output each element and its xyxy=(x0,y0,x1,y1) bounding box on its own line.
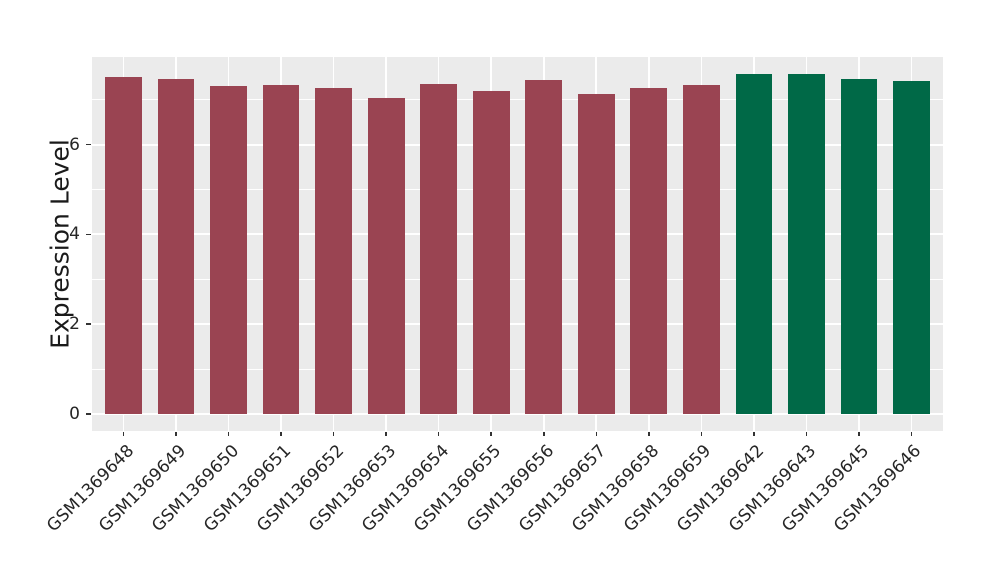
bar-GSM1369654 xyxy=(420,84,458,414)
bar-GSM1369649 xyxy=(157,78,195,414)
gridline-major xyxy=(92,412,943,415)
x-tick-mark xyxy=(437,432,440,436)
x-tick-mark xyxy=(122,432,125,436)
x-tick-mark xyxy=(858,432,860,436)
x-tick-mark xyxy=(490,432,492,436)
x-tick-mark xyxy=(385,432,387,436)
gridline-minor xyxy=(92,278,943,280)
x-tick-mark xyxy=(175,432,177,436)
x-tick-mark xyxy=(227,432,230,436)
bar-GSM1369643 xyxy=(788,74,825,414)
bar-GSM1369659 xyxy=(682,84,720,414)
bar-GSM1369653 xyxy=(367,98,405,414)
y-tick-mark xyxy=(86,233,91,236)
x-tick-mark xyxy=(280,432,282,436)
bar-GSM1369650 xyxy=(210,85,247,414)
x-tick-mark xyxy=(700,432,703,436)
y-tick-label: 4 xyxy=(69,224,80,245)
bar-GSM1369651 xyxy=(262,84,300,414)
y-tick-mark xyxy=(86,413,91,415)
bar-GSM1369657 xyxy=(577,94,615,414)
y-tick-label: 6 xyxy=(69,134,80,155)
bar-GSM1369646 xyxy=(893,81,930,414)
gridline-minor xyxy=(92,188,943,190)
x-tick-mark xyxy=(648,432,650,436)
bar-GSM1369658 xyxy=(630,87,668,414)
gridline-major xyxy=(92,233,943,236)
bar-GSM1369652 xyxy=(315,87,353,414)
bar-GSM1369648 xyxy=(105,77,142,414)
y-tick-label: 0 xyxy=(69,403,80,424)
bar-GSM1369655 xyxy=(472,91,510,414)
gridline-minor xyxy=(92,368,943,370)
y-tick-mark xyxy=(86,143,91,146)
gridline-major xyxy=(92,323,943,326)
y-tick-mark xyxy=(86,323,91,325)
x-tick-mark xyxy=(753,432,755,436)
x-tick-mark xyxy=(332,432,335,436)
gridline-major xyxy=(92,143,943,146)
x-tick-mark xyxy=(543,432,545,436)
x-tick-mark xyxy=(595,432,598,436)
y-tick-label: 2 xyxy=(69,314,80,335)
bar-GSM1369645 xyxy=(840,79,878,414)
bar-GSM1369642 xyxy=(735,74,773,414)
x-tick-mark xyxy=(805,432,808,436)
x-tick-mark xyxy=(910,432,913,436)
gridline-minor xyxy=(92,99,943,101)
plot-area xyxy=(92,57,943,431)
bar-GSM1369656 xyxy=(525,79,563,414)
